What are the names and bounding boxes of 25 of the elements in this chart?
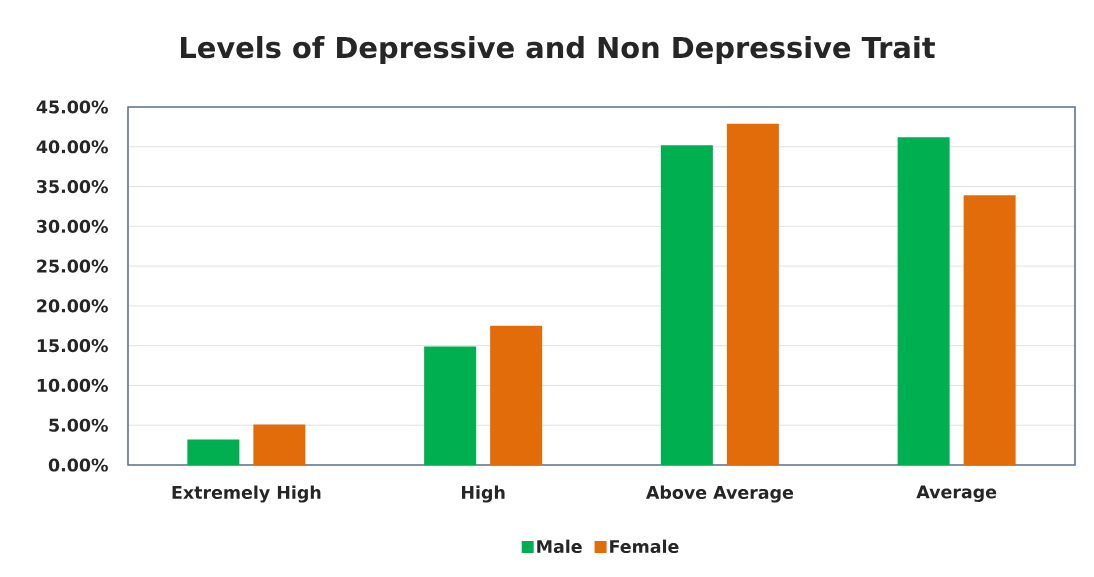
x-tick-label: Average [916,485,997,502]
bar [897,137,950,465]
y-tick-label: 30.00% [37,219,108,233]
bar [660,145,713,465]
y-tick-label: 40.00% [36,140,108,154]
y-tick-label: 15.00% [37,339,108,353]
bar [253,424,306,465]
y-tick-label: 5.00% [49,418,108,432]
legend-label: Male [537,539,582,554]
bar [424,346,477,465]
y-tick-label: 10.00% [37,378,108,393]
x-tick-label: Extremely High [172,485,321,503]
y-tick-label: 20.00% [37,299,108,313]
chart-title: Levels of Depressive and Non Depressive Trait [181,36,935,64]
legend-label: Female [610,539,679,554]
bar [490,325,543,465]
y-tick-label: 25.00% [37,259,108,273]
bar [187,439,240,465]
y-tick-label: 45.00% [36,100,108,114]
bar [726,123,779,465]
y-tick-label: 0.00% [48,458,108,472]
x-tick-label: Above Average [645,485,794,503]
x-tick-label: High [461,485,505,503]
y-tick-label: 35.00% [37,179,108,194]
bar [963,195,1016,465]
